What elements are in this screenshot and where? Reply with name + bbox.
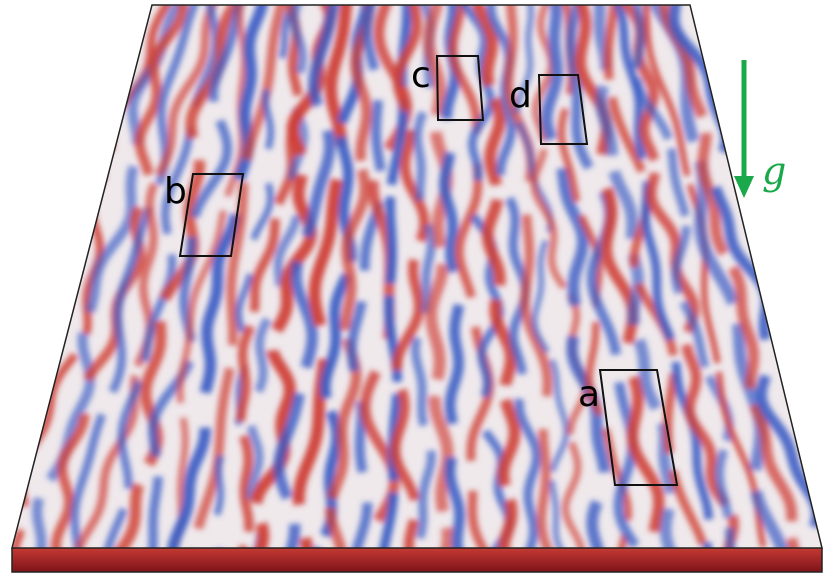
gravity-label: g <box>762 149 786 193</box>
slab-front <box>12 548 822 572</box>
region-label: b <box>164 171 187 212</box>
region-label: c <box>411 55 431 96</box>
region-label: a <box>578 374 600 415</box>
page: a b c d g (() => { const data = JSON.par… <box>0 0 825 577</box>
region-label: d <box>509 75 532 116</box>
figure: a b c d g <box>0 0 825 577</box>
gravity-arrowhead <box>734 176 754 198</box>
